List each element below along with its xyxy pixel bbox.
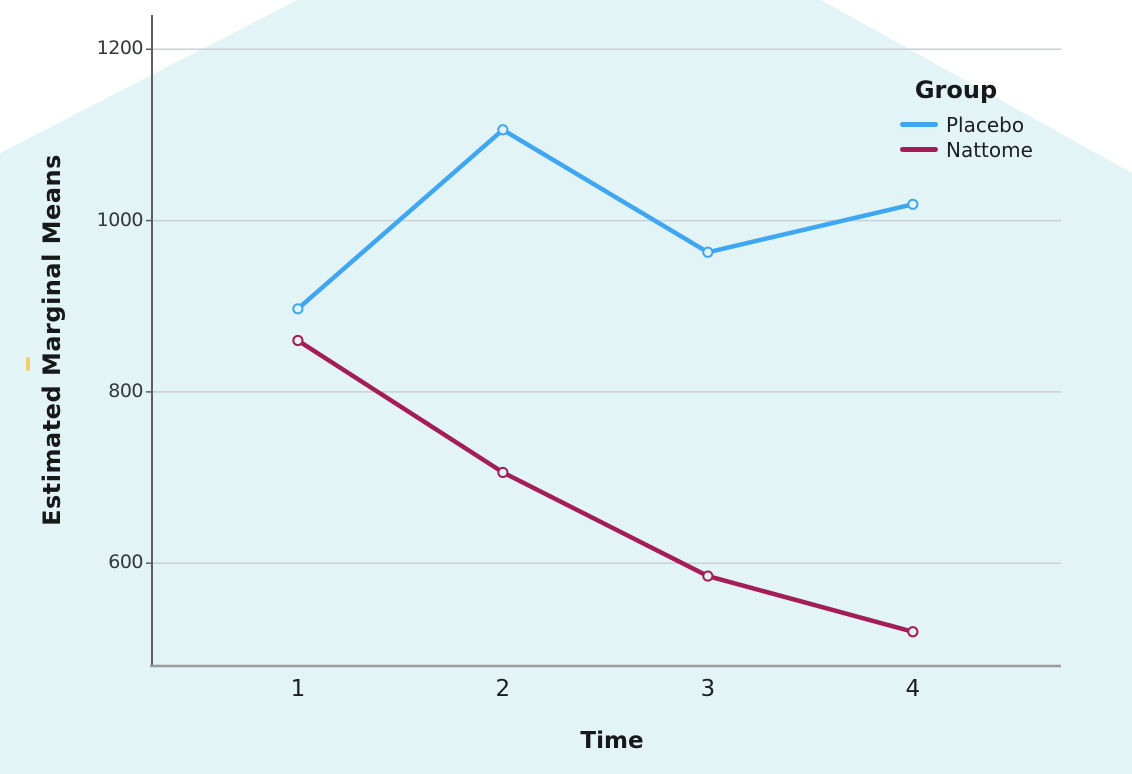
nattome-line-swatch xyxy=(900,147,938,152)
y-tick-label-1000: 1000 xyxy=(96,208,144,231)
legend-title: Group xyxy=(914,76,998,104)
nattome-line xyxy=(295,338,916,634)
placebo-line xyxy=(295,127,916,312)
legend-item-nattome: Nattome xyxy=(900,137,1040,162)
y-tick-label-800: 800 xyxy=(108,379,143,402)
placebo-line-swatch xyxy=(900,122,938,127)
axes xyxy=(146,15,1061,668)
data-series xyxy=(292,124,919,638)
gridlines xyxy=(152,48,1061,564)
legend-label-placebo: Placebo xyxy=(946,112,1025,137)
yellow-dash-artifact xyxy=(26,357,30,371)
x-tick-label-1: 1 xyxy=(290,676,306,702)
legend-item-placebo: Placebo xyxy=(900,112,1040,137)
x-tick-label-3: 3 xyxy=(700,676,716,702)
x-tick-label-4: 4 xyxy=(905,676,921,702)
y-tick-label-1200: 1200 xyxy=(96,37,144,60)
placebo-marker-t1 xyxy=(292,303,304,315)
placebo-marker-t3 xyxy=(702,246,714,258)
x-tick-label-2: 2 xyxy=(495,676,511,702)
legend: Group Placebo Nattome xyxy=(900,76,1040,162)
placebo-marker-t2 xyxy=(497,124,509,136)
nattome-marker-t4 xyxy=(907,626,919,638)
legend-label-nattome: Nattome xyxy=(946,137,1033,162)
nattome-marker-t2 xyxy=(497,466,509,479)
nattome-marker-t1 xyxy=(292,334,304,347)
placebo-marker-t4 xyxy=(907,198,919,210)
x-axis-title: Time xyxy=(580,728,644,754)
nattome-marker-t3 xyxy=(702,570,714,582)
y-tick-label-600: 600 xyxy=(108,551,143,574)
